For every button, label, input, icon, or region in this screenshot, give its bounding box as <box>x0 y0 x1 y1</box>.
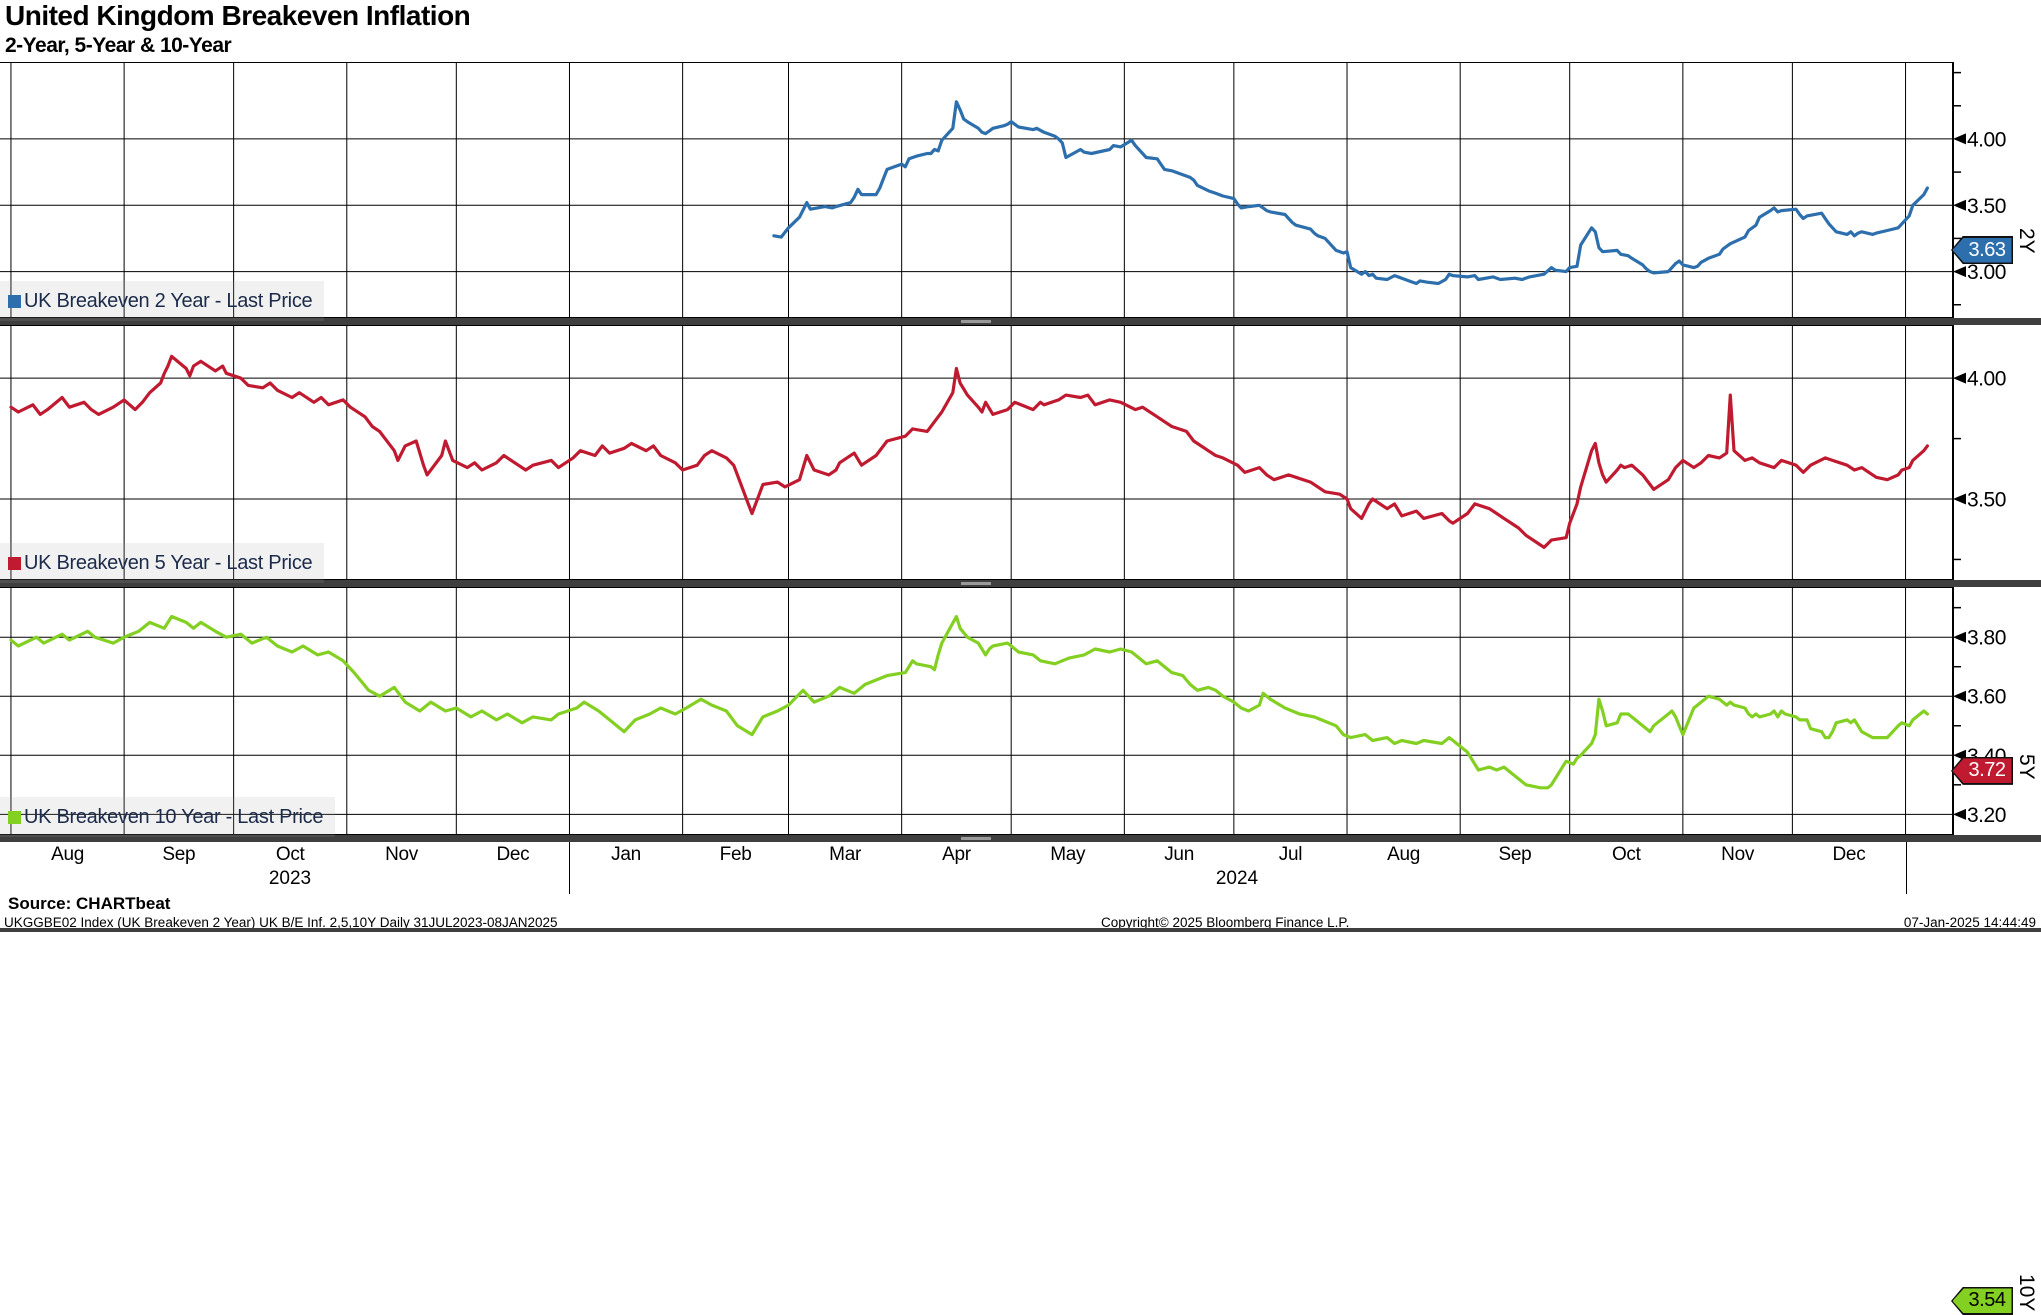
panel-separator-2[interactable] <box>0 580 2041 587</box>
y-axis-tick-label: 3.00 <box>1967 261 2006 284</box>
month-label: Oct <box>1611 844 1641 865</box>
legend-label-2y: UK Breakeven 2 Year - Last Price <box>24 289 313 312</box>
month-label: Jul <box>1278 844 1303 865</box>
legend-label-5y: UK Breakeven 5 Year - Last Price <box>24 551 313 574</box>
y-axis-tick-label: 3.50 <box>1967 489 2006 512</box>
page-title: United Kingdom Breakeven Inflation <box>5 0 471 31</box>
month-label: Aug <box>51 844 84 865</box>
series-line-10y <box>9 614 1929 790</box>
panel-2y[interactable]: 3.00 3.50 4.00 UK Breakeven 2 Year - Last … <box>0 62 2041 321</box>
month-label: Nov <box>385 844 418 865</box>
y-axis-tick-label: 3.80 <box>1967 627 2006 650</box>
last-price-2y: 3.63 <box>1968 238 2006 261</box>
bottom-bar <box>0 928 2041 932</box>
plot-2y[interactable]: 3.00 3.50 4.00 <box>0 62 2041 318</box>
month-label: Sep <box>162 844 196 865</box>
series-line-2y <box>772 100 1929 286</box>
legend-2y[interactable]: UK Breakeven 2 Year - Last Price <box>0 281 325 321</box>
month-label: Aug <box>1387 844 1421 865</box>
month-label: Sep <box>1498 844 1532 865</box>
month-label: May <box>1050 844 1086 865</box>
year-label-2024: 2024 <box>1215 868 1259 889</box>
y-axis-tick-label: 4.00 <box>1967 128 2006 151</box>
year-separator <box>569 842 570 894</box>
y-axis-tick-arrow-icon <box>1953 372 1966 384</box>
last-price-badge-5y: 3.72 <box>1951 756 2013 785</box>
separator-handle-icon[interactable] <box>961 320 991 323</box>
legend-10y[interactable]: UK Breakeven 10 Year - Last Price <box>0 797 336 837</box>
y-axis-tick-arrow-icon <box>1953 690 1966 702</box>
last-price-10y: 3.54 <box>1968 1289 2006 1312</box>
y-axis-tick-arrow-icon <box>1953 133 1966 145</box>
copyright: Copyright© 2025 Bloomberg Finance L.P. <box>1101 915 1350 930</box>
legend-swatch-2y-icon <box>8 294 21 308</box>
month-label: Feb <box>719 844 752 865</box>
month-label: Apr <box>942 844 971 865</box>
separator-handle-icon[interactable] <box>961 582 991 585</box>
y-axis-tick-label: 3.20 <box>1967 804 2006 827</box>
y-axis-tick-label: 3.60 <box>1967 686 2006 709</box>
y-axis-tick-arrow-icon <box>1953 493 1966 505</box>
bottom-axis-bar[interactable] <box>0 835 2041 842</box>
month-label: Dec <box>496 844 530 865</box>
legend-label-10y: UK Breakeven 10 Year - Last Price <box>24 805 324 828</box>
legend-5y[interactable]: UK Breakeven 5 Year - Last Price <box>0 543 325 583</box>
source-label: Source: CHARTbeat <box>8 894 171 913</box>
panel-5y[interactable]: 3.50 4.00 UK Breakeven 5 Year - Last Pric… <box>0 325 2041 785</box>
last-price-5y: 3.72 <box>1968 759 2006 782</box>
legend-swatch-5y-icon <box>8 556 21 570</box>
y-axis-tick-arrow-icon <box>1953 631 1966 643</box>
last-price-badge-2y: 3.63 <box>1951 236 2013 264</box>
x-axis: 2023 2024 Aug Sep Oct Nov Dec Jan Feb Mar Apr May… <box>0 842 2041 896</box>
y-axis-tick-label: 3.50 <box>1967 195 2006 218</box>
security-info: UKGGBE02 Index (UK Breakeven 2 Year) UK … <box>4 915 558 930</box>
y-axis-tick-arrow-icon <box>1953 199 1966 211</box>
year-label-2023: 2023 <box>268 868 312 889</box>
legend-swatch-10y-icon <box>8 810 21 824</box>
y-axis-tick-label: 4.00 <box>1967 368 2006 391</box>
axis-title-2y: 2Y <box>2015 228 2038 254</box>
month-label: Dec <box>1832 844 1866 865</box>
series-line-5y <box>9 354 1929 549</box>
panel-separator-1[interactable] <box>0 318 2041 325</box>
page-subtitle: 2-Year, 5-Year & 10-Year <box>5 34 232 57</box>
month-label: Mar <box>829 844 861 865</box>
month-label: Jan <box>611 844 641 865</box>
year-separator <box>1906 842 1907 894</box>
month-label: Oct <box>275 844 305 865</box>
plot-5y[interactable]: 3.50 4.00 <box>0 325 2041 580</box>
month-label: Nov <box>1721 844 1755 865</box>
last-price-badge-10y: 3.54 <box>1951 1286 2013 1315</box>
y-axis-tick-arrow-icon <box>1953 266 1966 278</box>
timestamp: 07-Jan-2025 14:44:49 <box>1903 915 2036 930</box>
axis-title-5y: 5Y <box>2015 753 2038 780</box>
separator-handle-icon[interactable] <box>961 837 991 840</box>
month-label: Jun <box>1164 844 1194 865</box>
panel-10y[interactable]: 3.20 3.40 3.60 3.80 UK Breakeven 10 Year - … <box>0 587 2041 1315</box>
axis-title-10y: 10Y <box>2015 1274 2038 1312</box>
y-axis-tick-arrow-icon <box>1953 808 1966 820</box>
